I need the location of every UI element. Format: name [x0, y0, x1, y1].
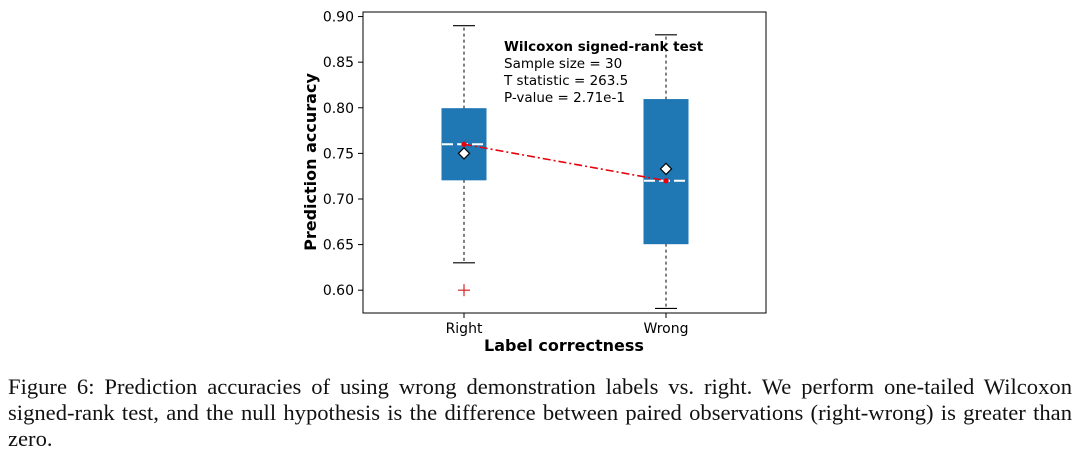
y-tick-label: 0.85 [323, 55, 354, 71]
x-tick-label-right: Right [446, 321, 483, 337]
mean-marker-right [457, 147, 471, 160]
figure-caption: Figure 6: Prediction accuracies of using… [8, 374, 1072, 451]
median-trend-line [463, 143, 667, 182]
outlier-right-0 [458, 284, 470, 297]
x-axis-label: Label correctness [484, 336, 644, 355]
x-tick-label-wrong: Wrong [644, 321, 689, 337]
annotation-title: Wilcoxon signed-rank test [504, 39, 704, 55]
box-right [441, 25, 487, 264]
y-tick-label: 0.90 [323, 10, 354, 26]
annotation-line-t-statistic: T statistic = 263.5 [503, 73, 628, 89]
y-tick-label: 0.70 [323, 192, 354, 208]
median-point-wrong [663, 178, 669, 184]
annotation-line-p-value: P-value = 2.71e-1 [504, 90, 625, 106]
y-tick-label: 0.65 [323, 238, 354, 254]
median-point-right [461, 141, 467, 147]
wilcoxon-annotation: Wilcoxon signed-rank test Sample size = … [503, 39, 704, 106]
y-tick-label: 0.60 [323, 283, 354, 299]
mean-marker-wrong [659, 162, 673, 176]
y-tick-label: 0.80 [323, 101, 354, 117]
y-axis-label: Prediction accuracy [301, 73, 320, 251]
annotation-line-sample-size: Sample size = 30 [504, 56, 622, 72]
axes-frame [362, 11, 767, 314]
y-tick-label: 0.75 [323, 146, 354, 162]
box-wrong [643, 34, 689, 310]
boxplot-figure: 0.60 0.65 0.70 0.75 0.80 0.85 0.90 Right Wrong L… [301, 10, 767, 355]
